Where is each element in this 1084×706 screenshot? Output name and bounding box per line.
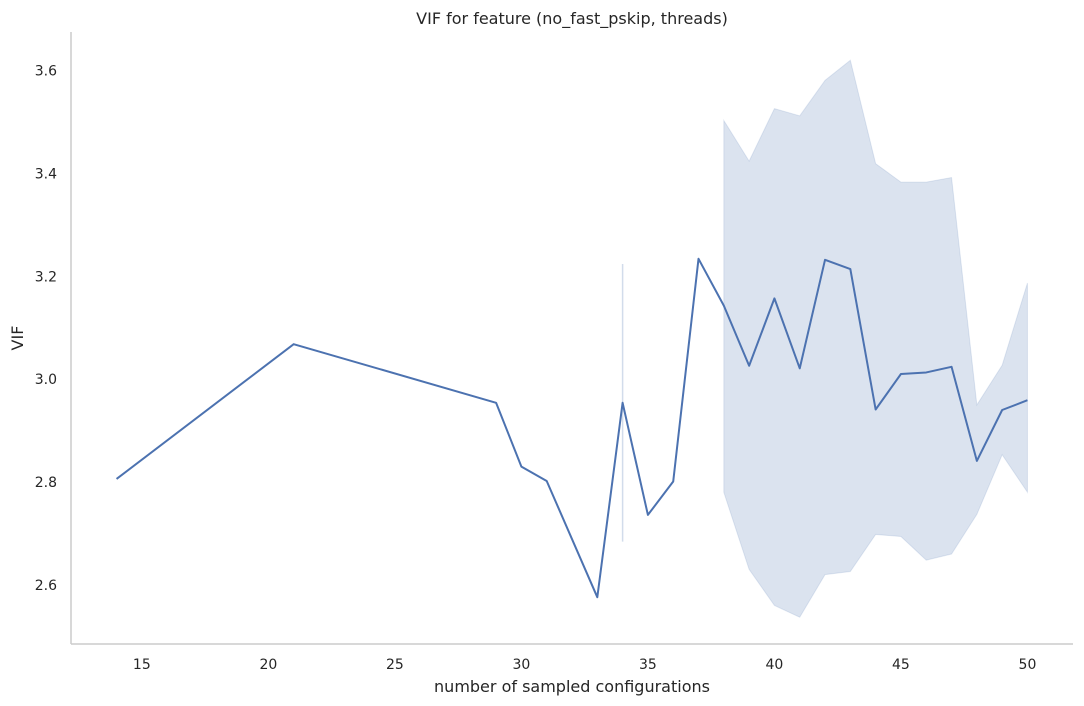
y-tick-labels: 2.6 2.8 3.0 3.2 3.4 3.6 <box>35 64 57 594</box>
x-tick-label: 25 <box>386 657 404 673</box>
x-tick-label: 20 <box>259 657 277 673</box>
x-axis-label: number of sampled configurations <box>434 677 710 696</box>
x-tick-label: 45 <box>892 657 910 673</box>
x-tick-label: 30 <box>512 657 530 673</box>
x-tick-label: 40 <box>766 657 784 673</box>
series-line-layer <box>115 257 1028 599</box>
x-tick-label: 15 <box>133 657 151 673</box>
y-axis-label: VIF <box>8 326 27 351</box>
confidence-band-layer <box>621 59 1028 618</box>
series-line <box>115 257 1028 599</box>
y-tick-label: 3.6 <box>35 64 57 80</box>
confidence-band <box>723 59 1028 618</box>
chart-title: VIF for feature (no_fast_pskip, threads) <box>416 9 728 29</box>
y-tick-label: 2.8 <box>35 475 57 491</box>
x-tick-labels: 15 20 25 30 35 40 45 50 <box>133 657 1036 673</box>
y-tick-label: 2.6 <box>35 578 57 594</box>
y-tick-label: 3.0 <box>35 372 57 388</box>
y-tick-label: 3.4 <box>35 166 57 182</box>
y-tick-label: 3.2 <box>35 269 57 285</box>
x-tick-label: 50 <box>1019 657 1037 673</box>
x-tick-label: 35 <box>639 657 657 673</box>
